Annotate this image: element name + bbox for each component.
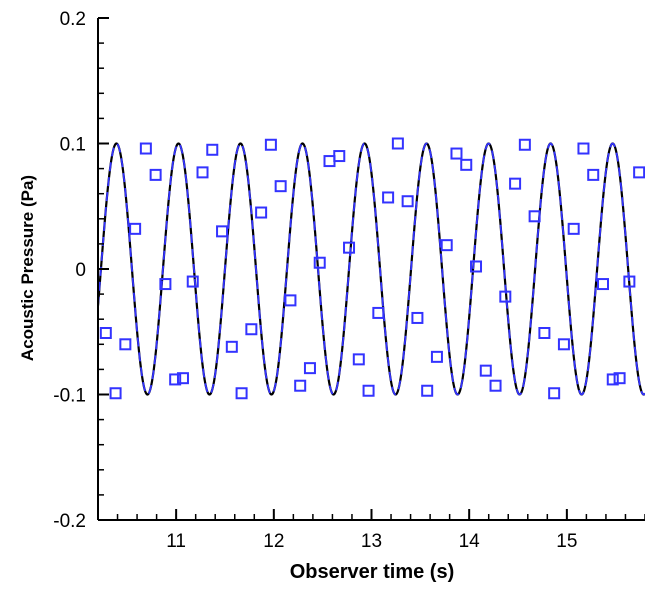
data-point-47 [557,338,570,351]
x-tick-label: 13 [361,531,382,552]
x-tick-label: 15 [556,531,577,552]
data-point-46 [548,387,561,400]
data-point-22 [313,256,326,269]
data-point-2 [119,338,132,351]
data-point-51 [597,278,609,291]
data-point-30 [391,137,404,150]
x-axis-title: Observer time (s) [290,561,455,583]
axes: -0.2 -0.1 0 0.1 0.2 11 12 13 14 15 [53,9,645,552]
plot-area [98,137,645,400]
data-point-9 [186,275,199,288]
data-point-33 [421,384,434,397]
y-tick-label: 0.2 [60,9,86,30]
data-point-36 [450,147,463,160]
data-point-8 [176,372,189,385]
data-point-39 [479,364,492,377]
y-tick-label: -0.1 [53,386,86,407]
data-point-48 [567,222,580,235]
data-point-35 [440,239,453,252]
data-point-49 [577,142,590,155]
data-point-37 [460,158,473,171]
y-tick-label: -0.2 [53,511,86,532]
data-point-20 [294,379,307,392]
data-point-12 [216,225,229,238]
labels: Observer time (s) Acoustic Pressure (Pa) [18,175,454,583]
data-point-1 [109,387,122,400]
data-point-44 [528,210,541,223]
data-point-7 [169,373,182,386]
data-point-32 [411,311,424,324]
data-point-16 [255,206,268,219]
data-point-50 [587,168,600,181]
data-point-25 [343,241,356,254]
data-point-27 [362,384,375,397]
x-tick-label: 11 [166,531,186,552]
data-point-21 [303,362,316,375]
data-point-13 [225,340,238,353]
data-point-17 [264,138,277,151]
data-point-34 [430,350,443,363]
data-point-55 [633,166,645,179]
data-point-28 [372,306,385,319]
data-point-52 [606,373,619,386]
y-axis-title: Acoustic Pressure (Pa) [18,175,37,361]
data-point-3 [129,222,142,235]
data-point-54 [623,275,636,288]
data-point-10 [196,166,209,179]
data-point-14 [235,387,248,400]
data-point-15 [245,323,258,336]
data-point-4 [139,142,152,155]
y-tick-label: 0 [75,260,86,281]
data-point-41 [499,290,512,303]
data-point-43 [518,138,531,151]
data-point-38 [470,260,483,273]
data-point-24 [333,150,346,163]
data-point-19 [284,294,297,307]
x-tick-label: 12 [263,531,284,552]
data-point-42 [509,177,522,190]
data-point-45 [538,327,551,339]
data-point-6 [159,278,172,291]
data-point-23 [323,155,336,168]
series-line-1 [98,142,645,396]
x-tick-label: 14 [459,531,481,552]
data-point-31 [401,195,414,208]
data-point-40 [489,379,502,392]
data-point-11 [206,143,219,156]
data-point-5 [149,168,162,181]
data-point-29 [382,191,395,204]
data-point-0 [99,327,112,339]
data-point-26 [352,353,365,366]
data-point-53 [613,372,626,385]
y-tick-label: 0.1 [60,135,86,156]
data-point-18 [274,180,287,193]
